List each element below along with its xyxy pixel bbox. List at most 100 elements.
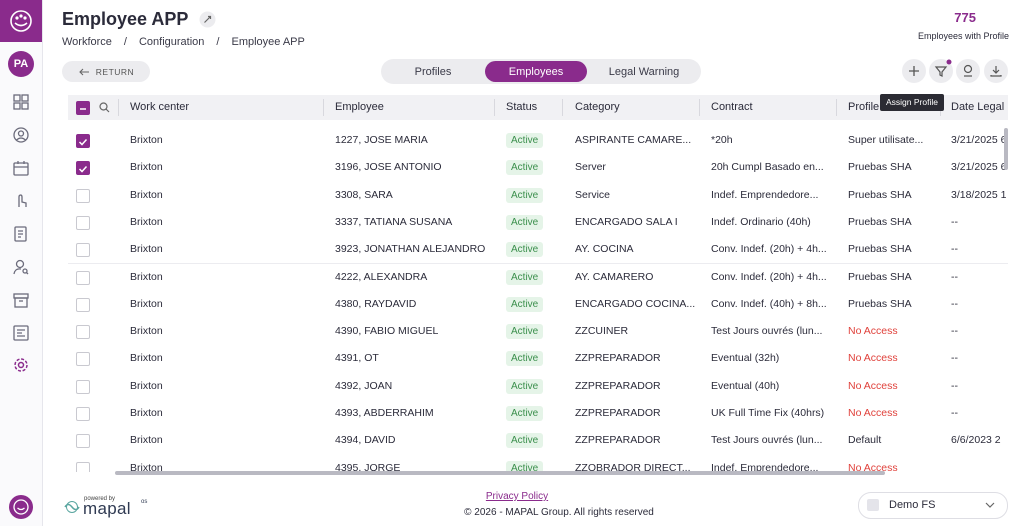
tab[interactable]: Profiles bbox=[414, 65, 452, 78]
edit-button[interactable] bbox=[199, 11, 216, 28]
cell-text: Pruebas SHA bbox=[848, 215, 912, 228]
table-cell: 3923, JONATHAN ALEJANDRO bbox=[335, 236, 500, 263]
search-icon[interactable] bbox=[99, 102, 110, 113]
cell-text: Conv. Indef. (20h) + 4h... bbox=[711, 270, 827, 283]
v-scrollbar[interactable] bbox=[1004, 128, 1008, 170]
tab[interactable]: Employees bbox=[485, 61, 587, 82]
table-cell: Brixton bbox=[130, 182, 320, 209]
download-button[interactable] bbox=[984, 59, 1008, 83]
avatar[interactable]: PA bbox=[8, 51, 34, 77]
table-cell: Pruebas SHA bbox=[848, 264, 948, 291]
cell-text: -- bbox=[951, 243, 958, 256]
bottom-logo[interactable] bbox=[8, 494, 34, 520]
column-header[interactable]: Category bbox=[575, 101, 620, 113]
status-pill: Active bbox=[506, 133, 544, 148]
column-header[interactable]: Employee bbox=[335, 101, 384, 113]
breadcrumb-item[interactable]: Workforce bbox=[62, 36, 112, 48]
settings-icon[interactable] bbox=[13, 357, 29, 373]
table-row: Brixton 3196, JOSE ANTONIO Active Server 20h… bbox=[68, 154, 1008, 183]
cell-text: -- bbox=[951, 325, 958, 338]
touch-icon[interactable] bbox=[13, 193, 29, 209]
user-search-icon[interactable] bbox=[13, 259, 29, 275]
chevron bbox=[985, 502, 995, 508]
table-header: Work center Employee Status Category Contrac… bbox=[68, 95, 1008, 120]
cell-text: ENCARGADO COCINA... bbox=[575, 297, 696, 310]
cell-text: Super utilisate... bbox=[848, 134, 924, 146]
breadcrumb-item[interactable]: Employee APP bbox=[231, 36, 305, 48]
location-button[interactable] bbox=[956, 59, 980, 83]
return-label: RETURN bbox=[95, 66, 135, 77]
row-checkbox[interactable] bbox=[76, 297, 90, 312]
profile-icon[interactable] bbox=[13, 127, 29, 143]
row-checkbox[interactable] bbox=[76, 243, 90, 258]
privacy-link[interactable]: Privacy Policy bbox=[485, 491, 549, 502]
column-divider bbox=[836, 99, 837, 116]
add-button[interactable] bbox=[902, 59, 926, 83]
table-cell: ZZPREPARADOR bbox=[575, 345, 705, 372]
status-pill: Active bbox=[506, 296, 544, 312]
cell-text: Indef. Ordinario (40h) bbox=[711, 215, 811, 228]
table-cell: ENCARGADO SALA I bbox=[575, 209, 705, 236]
sidebar: PA bbox=[0, 0, 43, 526]
table-cell: ZZPREPARADOR bbox=[575, 400, 705, 427]
return-button[interactable]: RETURN bbox=[62, 61, 150, 82]
filter-button[interactable] bbox=[929, 59, 953, 83]
company-select[interactable]: Demo FS bbox=[858, 492, 1008, 519]
table-cell: Conv. Indef. (20h) + 4h... bbox=[711, 236, 841, 263]
cell-text: Pruebas SHA bbox=[848, 270, 912, 283]
table-cell: No Access bbox=[848, 318, 948, 345]
cell-text: ZZPREPARADOR bbox=[575, 434, 661, 447]
status-pill: Active bbox=[506, 242, 544, 258]
row-checkbox[interactable] bbox=[76, 461, 90, 472]
column-header[interactable]: Date Legal bbox=[951, 101, 1005, 113]
row-checkbox[interactable] bbox=[76, 434, 90, 449]
column-header[interactable]: Contract bbox=[711, 101, 753, 113]
table-cell: Indef. Emprendedore... bbox=[711, 182, 841, 209]
breadcrumb-item[interactable]: Configuration bbox=[138, 36, 205, 48]
table-cell: Active bbox=[506, 318, 566, 345]
row-checkbox[interactable] bbox=[76, 407, 90, 421]
row-checkbox[interactable] bbox=[76, 161, 90, 176]
column-header[interactable]: Work center bbox=[130, 101, 190, 113]
column-header[interactable]: Status bbox=[506, 101, 538, 113]
tab[interactable]: Legal Warning bbox=[608, 65, 680, 78]
dashboard-icon[interactable] bbox=[13, 94, 29, 110]
cell-text: 3/18/2025 1 bbox=[951, 188, 1007, 201]
row-checkbox[interactable] bbox=[76, 270, 90, 285]
cell-text: 3196, JOSE ANTONIO bbox=[335, 161, 442, 174]
table-cell: No Access bbox=[848, 400, 948, 427]
stat-value: 775 bbox=[954, 10, 976, 25]
table-cell: ZZOBRADOR DIRECT... bbox=[575, 455, 705, 472]
employee-table: Work center Employee Status Category Contrac… bbox=[68, 95, 1008, 472]
row-checkbox[interactable] bbox=[76, 188, 90, 203]
cell-text: 3/21/2025 6 bbox=[951, 161, 1007, 174]
cell-text: Default bbox=[848, 434, 882, 447]
table-cell: Indef. Emprendedore... bbox=[711, 455, 841, 472]
row-checkbox[interactable] bbox=[76, 352, 90, 367]
table-cell: 6/6/2023 2 bbox=[951, 427, 1008, 454]
calendar-icon[interactable] bbox=[13, 160, 29, 176]
brand: mapal bbox=[83, 499, 131, 518]
row-checkbox[interactable] bbox=[76, 325, 90, 340]
table-cell: Active bbox=[506, 182, 566, 209]
table-row: Brixton 1227, JOSE MARIA Active ASPIRANTE C… bbox=[68, 127, 1008, 156]
cell-text: 4390, FABIO MIGUEL bbox=[335, 325, 439, 338]
cell-text: 4393, ABDERRAHIM bbox=[335, 407, 434, 419]
app-logo[interactable] bbox=[0, 0, 42, 42]
report-icon[interactable] bbox=[13, 325, 29, 341]
cell-text: ZZOBRADOR DIRECT... bbox=[575, 461, 691, 472]
select-all-checkbox[interactable] bbox=[76, 101, 90, 115]
document-icon[interactable] bbox=[13, 226, 29, 242]
breadcrumb-separator: / bbox=[123, 36, 127, 48]
column-header[interactable]: Profile bbox=[848, 101, 880, 113]
row-checkbox[interactable] bbox=[76, 379, 90, 394]
archive-icon[interactable] bbox=[13, 292, 29, 308]
row-checkbox[interactable] bbox=[76, 215, 90, 230]
status-pill: Active bbox=[506, 324, 544, 340]
row-checkbox[interactable] bbox=[76, 134, 90, 148]
h-scrollbar[interactable] bbox=[115, 471, 885, 475]
status-pill: Active bbox=[506, 433, 544, 449]
table-cell: Active bbox=[506, 154, 566, 181]
download-icon bbox=[990, 66, 1002, 77]
